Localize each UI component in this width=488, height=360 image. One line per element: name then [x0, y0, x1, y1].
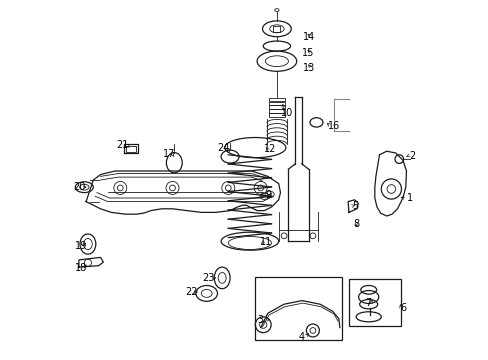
Text: 11: 11 [260, 237, 272, 247]
Bar [125, 146, 136, 152]
Bar [255, 277, 341, 340]
Bar [268, 102, 284, 105]
Bar [348, 279, 400, 326]
Text: 16: 16 [327, 121, 339, 131]
Text: 19: 19 [75, 240, 87, 251]
Bar [268, 109, 284, 113]
Text: 1: 1 [406, 193, 412, 203]
Text: 9: 9 [265, 190, 271, 200]
Text: 24: 24 [217, 143, 229, 153]
Text: 10: 10 [280, 108, 292, 118]
Text: 14: 14 [302, 32, 314, 42]
Text: 7: 7 [364, 298, 370, 308]
Bar [268, 113, 284, 117]
Text: 17: 17 [163, 149, 176, 159]
Text: 4: 4 [299, 332, 305, 342]
Bar [268, 105, 284, 109]
Text: 8: 8 [353, 219, 359, 229]
Text: 15: 15 [302, 48, 314, 58]
Text: 5: 5 [351, 201, 358, 211]
Text: 13: 13 [302, 63, 314, 73]
Bar [268, 98, 284, 101]
Text: 18: 18 [75, 263, 87, 273]
Text: 12: 12 [264, 144, 276, 154]
Text: 21: 21 [117, 140, 129, 150]
Text: 2: 2 [408, 150, 414, 161]
Text: 23: 23 [202, 273, 214, 283]
Text: 3: 3 [256, 315, 263, 325]
Text: 6: 6 [400, 303, 406, 313]
Text: 22: 22 [184, 287, 197, 297]
Text: 20: 20 [73, 182, 85, 192]
Bar [273, 26, 280, 32]
